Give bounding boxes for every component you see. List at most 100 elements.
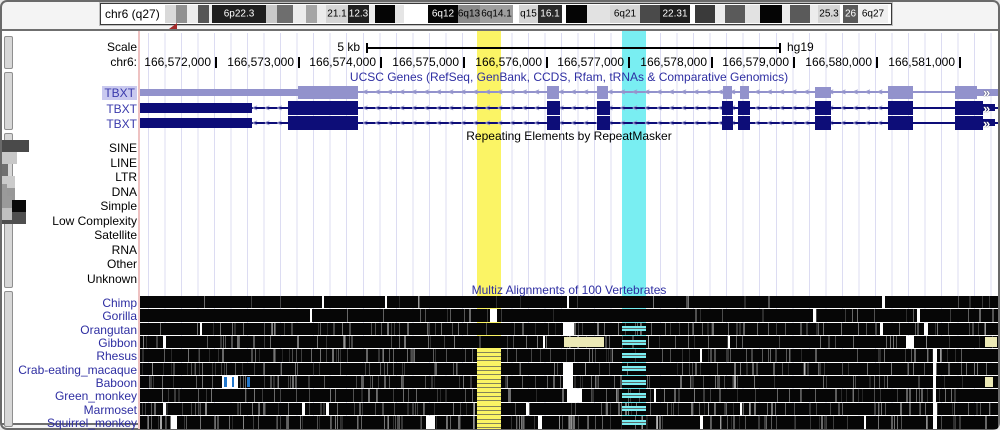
exon-block[interactable] [597, 85, 608, 99]
repeatmasker-track-title[interactable]: Repeating Elements by RepeatMasker [466, 129, 672, 143]
exon-block[interactable] [547, 100, 560, 115]
alignment-bar[interactable] [140, 376, 998, 389]
species-label[interactable]: Gorilla [102, 309, 137, 324]
exon-block[interactable] [738, 100, 750, 115]
species-label[interactable]: Rhesus [96, 349, 137, 364]
repeat-class-row[interactable]: RNA [2, 242, 998, 257]
gene-label[interactable]: TBXT [106, 101, 137, 116]
exon-block[interactable] [983, 104, 995, 111]
exon-block[interactable] [983, 119, 995, 126]
multiz-species-row[interactable]: Gorilla [2, 309, 998, 324]
repeat-element-block[interactable] [2, 152, 17, 164]
exon-block[interactable] [955, 85, 977, 99]
multiz-track-title[interactable]: Multiz Alignments of 100 Vertebrates [471, 283, 667, 297]
repeat-class-row[interactable]: SINE [2, 140, 998, 224]
alignment-bar[interactable] [140, 296, 998, 309]
exon-block[interactable] [888, 115, 913, 130]
repeat-class-row[interactable]: LTR [2, 169, 998, 184]
multiz-species-row[interactable]: Green_monkey [2, 389, 998, 404]
multiz-species-row[interactable]: Crab-eating_macaque [2, 362, 998, 377]
multiz-species-row[interactable]: Squirrel_monkey [2, 416, 998, 430]
alignment-bar[interactable] [140, 336, 998, 349]
gene-transcript-row[interactable]: TBXT <<<<<<<<<<<<<<<<<<<<<<<<<<<<<<<<<<<<… [2, 115, 998, 131]
alignment-bar[interactable] [140, 416, 998, 429]
repeat-class-label[interactable]: Low Complexity [52, 213, 137, 228]
multiz-species-row[interactable]: Orangutan [2, 322, 998, 337]
exon-block[interactable] [722, 115, 733, 130]
exon-block[interactable] [888, 100, 913, 115]
repeat-element-block[interactable] [2, 207, 12, 220]
exon-block[interactable] [547, 115, 560, 130]
genes-track-title[interactable]: UCSC Genes (RefSeq, GenBank, CCDS, Rfam,… [349, 70, 789, 84]
exon-block[interactable] [597, 100, 610, 115]
exon-block[interactable] [140, 102, 252, 113]
multiz-species-row[interactable]: Chimp [2, 296, 998, 310]
exon-block[interactable] [298, 85, 358, 99]
exon-block[interactable] [815, 100, 831, 115]
species-label[interactable]: Baboon [95, 376, 137, 391]
species-label[interactable]: Chimp [102, 296, 137, 310]
repeat-class-label[interactable]: Simple [100, 199, 137, 213]
repeat-class-label[interactable]: DNA [111, 184, 137, 199]
exon-block[interactable] [815, 115, 831, 130]
exon-block[interactable] [597, 115, 610, 130]
repeat-class-row[interactable]: Low Complexity [2, 213, 998, 228]
gene-label[interactable]: TBXT [102, 86, 137, 100]
repeat-class-label[interactable]: Other [106, 257, 137, 271]
repeat-element-block[interactable] [2, 183, 7, 196]
exon-block[interactable] [815, 86, 831, 98]
track-drag-handle[interactable] [4, 36, 13, 69]
exon-block[interactable] [738, 115, 750, 130]
alignment-bar[interactable] [140, 389, 998, 402]
alignment-bar[interactable] [140, 349, 998, 362]
track-drag-handle[interactable] [4, 72, 13, 130]
species-label[interactable]: Crab-eating_macaque [18, 362, 137, 377]
track-drag-handle[interactable] [4, 291, 13, 427]
repeat-class-label[interactable]: Satellite [94, 228, 137, 242]
species-label[interactable]: Squirrel_monkey [46, 416, 137, 430]
ideogram-bands[interactable]: 6p22.3 21.1 12.3 6q12 6q13 6q14.1 q15 16.1 6q21 2… [165, 5, 888, 61]
repeat-class-row[interactable]: DNA [2, 183, 998, 220]
repeat-class-row[interactable]: Simple [2, 198, 998, 213]
multiz-species-row[interactable]: Baboon [2, 376, 998, 391]
repeat-element-block[interactable] [2, 140, 29, 152]
exon-block[interactable] [288, 100, 358, 115]
exon-block[interactable] [723, 85, 732, 99]
alignment-bar[interactable] [140, 362, 998, 376]
alignment-bar[interactable] [140, 309, 998, 322]
exon-block[interactable] [140, 117, 252, 128]
multiz-species-row[interactable]: Marmoset [2, 402, 998, 417]
exon-block[interactable] [888, 85, 913, 99]
gene-transcript-row[interactable]: TBXT <<<<<<<<<<<<<<<<<<<<<<<<<<<<<<<<<<<<… [2, 100, 998, 116]
multiz-species-row[interactable]: Gibbon [2, 336, 998, 351]
repeat-class-label[interactable]: RNA [111, 242, 137, 257]
exon-block[interactable] [722, 100, 733, 115]
exon-block[interactable] [547, 85, 559, 99]
repeat-class-row[interactable]: LINE [2, 155, 998, 170]
exon-block[interactable] [955, 100, 983, 115]
repeat-element-block[interactable] [2, 164, 8, 176]
repeat-class-row[interactable]: Satellite [2, 227, 998, 242]
repeat-class-label[interactable]: LINE [110, 155, 137, 170]
alignment-bar[interactable] [140, 322, 998, 336]
multiz-species-row[interactable]: Rhesus [2, 349, 998, 364]
exon-block[interactable] [140, 88, 298, 96]
gene-transcript-row[interactable]: TBXT <<<<<<<<<<<<<<<<<<<<<<<<<<<<<<<<<<<<… [2, 84, 998, 100]
repeat-class-label[interactable]: SINE [108, 141, 137, 155]
species-label[interactable]: Marmoset [83, 402, 137, 417]
repeat-element-block[interactable] [2, 195, 12, 208]
gene-label[interactable]: TBXT [106, 116, 137, 131]
repeat-class-label[interactable]: Unknown [86, 271, 137, 286]
repeat-class-label[interactable]: LTR [115, 170, 137, 184]
species-label[interactable]: Orangutan [80, 322, 137, 337]
species-label[interactable]: Green_monkey [54, 389, 137, 404]
repeat-class-row[interactable]: Unknown [2, 271, 998, 286]
exon-block[interactable] [288, 115, 358, 130]
exon-block[interactable] [955, 115, 983, 130]
exon-block[interactable] [977, 88, 998, 96]
alignment-bar[interactable] [140, 402, 998, 416]
exon-block[interactable] [740, 85, 749, 99]
repeat-class-row[interactable]: Other [2, 256, 998, 271]
species-label[interactable]: Gibbon [98, 336, 137, 351]
chromosome-ideogram[interactable]: chr6 (q27) 6p22.3 21.1 12.3 6q12 6q13 6q14.1 q… [100, 3, 892, 61]
